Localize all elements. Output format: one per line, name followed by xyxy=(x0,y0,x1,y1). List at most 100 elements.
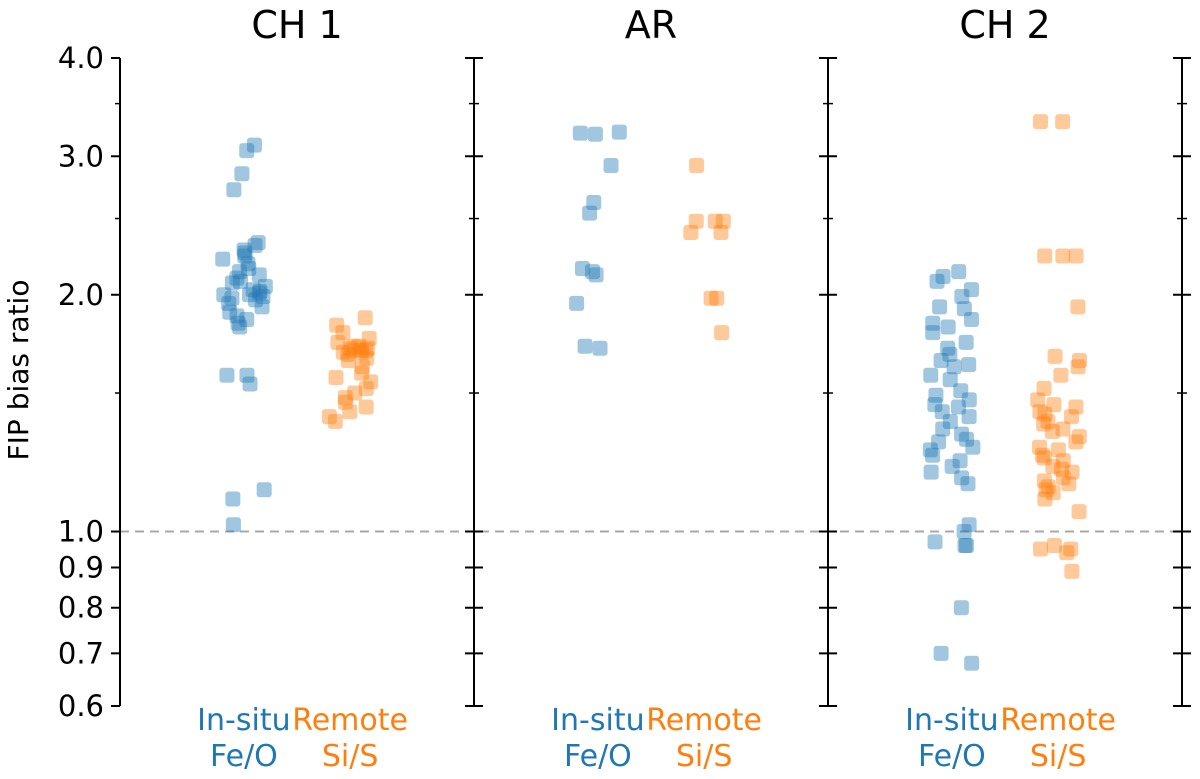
insitu-point-1-35 xyxy=(219,367,235,383)
remote-point-1-5 xyxy=(330,334,346,350)
remote-point-1-10 xyxy=(358,342,374,358)
insitu-point-3-33 xyxy=(922,442,938,458)
remote-point-3-25 xyxy=(1050,442,1066,458)
insitu-point-1-12 xyxy=(241,260,257,276)
insitu-point-3-11 xyxy=(925,325,941,341)
insitu-point-1-29 xyxy=(222,304,238,320)
remote-point-2-1 xyxy=(689,157,705,173)
insitu-point-3-26 xyxy=(961,409,977,425)
remote-point-3-27 xyxy=(1036,450,1052,466)
insitu-point-3-3 xyxy=(929,273,945,289)
remote-point-1-24 xyxy=(337,390,353,406)
insitu-point-1-24 xyxy=(255,288,271,304)
remote-point-1-11 xyxy=(344,342,360,358)
remote-point-2-3 xyxy=(707,213,723,229)
insitu-point-3-20 xyxy=(953,383,969,399)
insitu-point-1-2 xyxy=(239,143,255,159)
insitu-point-3-19 xyxy=(942,372,958,388)
remote-point-3-16 xyxy=(1037,406,1053,422)
insitu-point-3-13 xyxy=(940,340,956,356)
insitu-point-3-36 xyxy=(944,458,960,474)
insitu-point-2-7 xyxy=(574,260,590,276)
insitu-point-1-16 xyxy=(232,273,248,289)
y-tick-label: 2.0 xyxy=(58,278,104,312)
insitu-label-line-2: Fe/O xyxy=(210,739,278,774)
remote-point-3-15 xyxy=(1032,404,1048,420)
remote-point-1-12 xyxy=(353,342,369,358)
insitu-point-3-8 xyxy=(963,312,979,328)
remote-point-1-25 xyxy=(337,394,353,410)
insitu-point-1-11 xyxy=(240,256,256,272)
remote-point-3-33 xyxy=(1036,473,1052,489)
insitu-point-3-27 xyxy=(942,414,958,430)
insitu-label-line-1: In-situ xyxy=(197,703,290,738)
insitu-point-1-15 xyxy=(229,270,245,286)
remote-point-1-4 xyxy=(361,330,377,346)
insitu-point-1-25 xyxy=(224,290,240,306)
remote-point-3-29 xyxy=(1045,458,1061,474)
remote-point-1-14 xyxy=(354,344,370,360)
insitu-point-3-10 xyxy=(940,319,956,335)
insitu-point-3-32 xyxy=(965,439,981,455)
insitu-point-2-8 xyxy=(584,264,600,280)
insitu-point-1-34 xyxy=(239,367,255,383)
remote-point-3-41 xyxy=(1063,541,1079,557)
remote-label-line-1: Remote xyxy=(292,703,408,738)
text-layer: 0.6 0.7 0.8 0.91.0 2.0 3.0 4.0 FIP bias ratio CH… xyxy=(2,3,1116,774)
insitu-point-2-2 xyxy=(572,125,588,141)
insitu-point-1-10 xyxy=(215,251,231,267)
insitu-point-3-28 xyxy=(935,421,951,437)
insitu-point-1-18 xyxy=(257,278,273,294)
remote-point-1-27 xyxy=(342,404,358,420)
remote-point-3-7 xyxy=(1047,348,1063,364)
insitu-point-1-3 xyxy=(234,166,250,182)
insitu-point-2-3 xyxy=(587,126,603,142)
remote-point-3-30 xyxy=(1053,461,1069,477)
insitu-point-3-25 xyxy=(934,404,950,420)
insitu-point-3-44 xyxy=(958,537,974,553)
insitu-point-1-7 xyxy=(236,242,252,258)
insitu-point-3-6 xyxy=(932,299,948,315)
insitu-point-3-45 xyxy=(953,600,969,616)
axes-layer xyxy=(111,57,1191,707)
remote-point-3-20 xyxy=(1055,421,1071,437)
remote-point-3-19 xyxy=(1036,416,1052,432)
remote-point-3-42 xyxy=(1033,541,1049,557)
insitu-point-1-27 xyxy=(221,295,237,311)
insitu-point-3-18 xyxy=(923,367,939,383)
remote-label-line-1: Remote xyxy=(646,703,762,738)
insitu-point-3-12 xyxy=(958,334,974,350)
insitu-point-1-14 xyxy=(251,267,267,283)
remote-point-1-23 xyxy=(347,385,363,401)
panel-title: AR xyxy=(625,3,677,47)
insitu-point-3-34 xyxy=(925,447,941,463)
remote-point-3-36 xyxy=(1038,482,1054,498)
remote-point-2-4 xyxy=(715,213,731,229)
panel-title: CH 1 xyxy=(251,3,342,47)
y-tick-label: 0.6 xyxy=(58,689,104,723)
remote-point-1-15 xyxy=(340,346,356,362)
insitu-point-2-10 xyxy=(569,295,585,311)
remote-point-3-2 xyxy=(1055,114,1071,130)
insitu-point-1-36 xyxy=(242,376,258,392)
remote-point-3-44 xyxy=(1064,563,1080,579)
insitu-point-3-7 xyxy=(956,301,972,317)
insitu-point-3-2 xyxy=(935,268,951,284)
insitu-label-line-2: Fe/O xyxy=(564,739,632,774)
insitu-point-3-17 xyxy=(946,359,962,375)
remote-point-1-26 xyxy=(358,399,374,415)
insitu-point-1-8 xyxy=(237,245,253,261)
y-tick-label: 4.0 xyxy=(58,41,104,75)
insitu-point-1-22 xyxy=(216,287,232,303)
insitu-label-line-1: In-situ xyxy=(551,703,644,738)
insitu-point-3-9 xyxy=(925,315,941,331)
remote-label-line-2: Si/S xyxy=(322,739,379,774)
remote-point-3-17 xyxy=(1064,409,1080,425)
remote-point-1-2 xyxy=(329,317,345,333)
insitu-point-1-28 xyxy=(254,299,270,315)
insitu-point-1-32 xyxy=(230,315,246,331)
insitu-point-3-35 xyxy=(952,453,968,469)
insitu-point-1-38 xyxy=(225,491,241,507)
insitu-point-3-37 xyxy=(923,464,939,480)
insitu-point-1-1 xyxy=(246,137,262,153)
